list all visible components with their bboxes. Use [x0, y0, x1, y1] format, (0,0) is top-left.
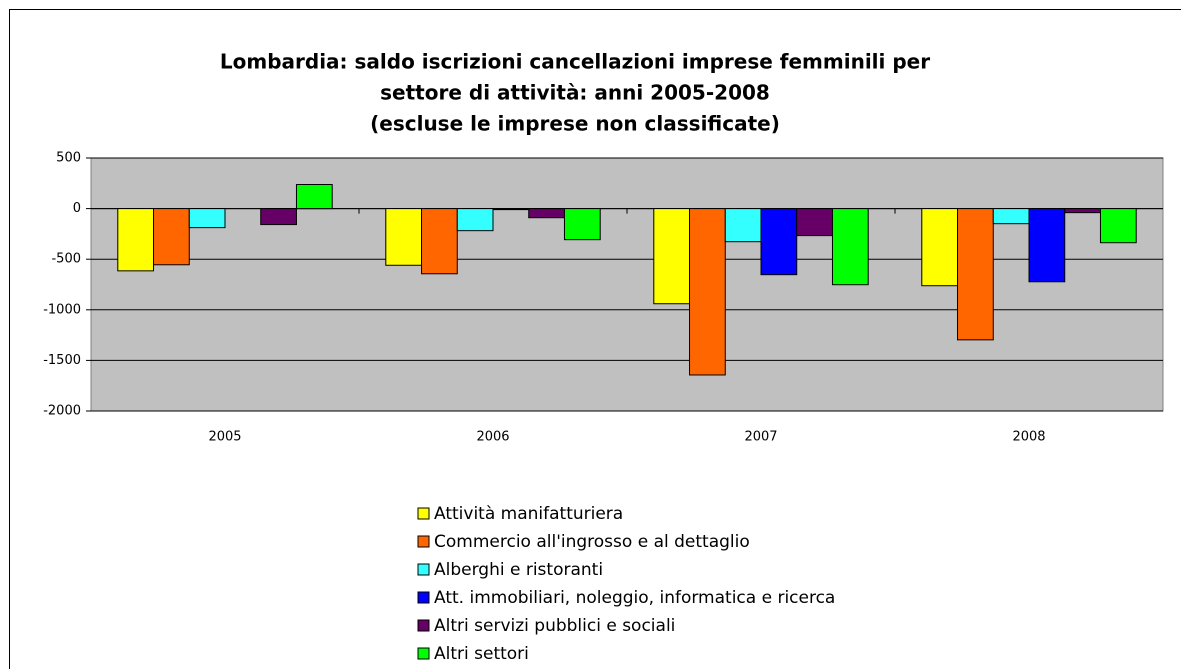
- legend-label: Att. immobiliari, noleggio, informatica …: [434, 588, 835, 608]
- y-tick-label: -500: [51, 252, 81, 267]
- bar: [760, 208, 798, 276]
- bar: [653, 208, 691, 305]
- y-tick-label: -2000: [43, 404, 81, 419]
- y-tick-label: 500: [56, 151, 81, 166]
- chart-title: settore di attività: anni 2005-2008: [380, 81, 770, 105]
- bar: [385, 208, 423, 266]
- legend-swatch: [417, 591, 430, 604]
- chart-title: Lombardia: saldo iscrizioni cancellazion…: [220, 50, 930, 74]
- bar: [1064, 208, 1101, 214]
- bar: [796, 208, 833, 237]
- y-tick-label: -1000: [43, 302, 81, 317]
- bar: [1099, 208, 1137, 244]
- y-tick-label: 0: [73, 201, 81, 216]
- legend-label: Altri settori: [434, 644, 529, 664]
- bar: [957, 208, 994, 341]
- bar: [689, 208, 726, 376]
- legend-label: Altri servizi pubblici e sociali: [434, 616, 675, 636]
- bar: [188, 208, 226, 229]
- bar: [563, 208, 601, 241]
- chart-title: (escluse le imprese non classificate): [370, 112, 780, 136]
- bar: [153, 208, 190, 266]
- legend-swatch: [417, 647, 430, 660]
- x-tick-label: 2006: [476, 430, 509, 445]
- legend-swatch: [417, 563, 430, 576]
- bar: [421, 208, 458, 275]
- legend-label: Alberghi e ristoranti: [434, 560, 603, 580]
- x-tick-label: 2005: [208, 430, 241, 445]
- plot-area: [90, 157, 1164, 412]
- bar: [456, 208, 494, 232]
- legend-label: Attività manifatturiera: [434, 504, 623, 524]
- bar: [528, 208, 565, 219]
- bar: [992, 208, 1030, 225]
- legend-label: Commercio all'ingrosso e al dettaglio: [434, 532, 750, 552]
- legend-swatch: [417, 619, 430, 632]
- bar: [492, 208, 530, 211]
- bar: [117, 208, 155, 272]
- bar: [1028, 208, 1066, 283]
- x-tick-label: 2007: [744, 430, 777, 445]
- y-tick-label: -1500: [43, 353, 81, 368]
- bar: [260, 208, 297, 226]
- legend-swatch: [417, 535, 430, 548]
- bar: [831, 208, 869, 286]
- legend-swatch: [417, 507, 430, 520]
- bar: [724, 208, 762, 243]
- x-tick-label: 2008: [1012, 430, 1045, 445]
- bar: [921, 208, 959, 287]
- bar: [295, 184, 333, 210]
